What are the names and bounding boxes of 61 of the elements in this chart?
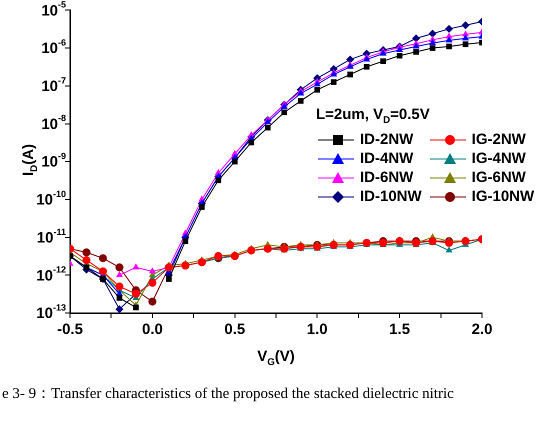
x-tick-label: 0.0 — [142, 321, 163, 338]
point — [281, 110, 288, 116]
point — [396, 52, 402, 58]
point — [446, 36, 453, 42]
point — [199, 204, 205, 210]
legend-label: ID-4NW — [360, 150, 414, 167]
point — [215, 178, 222, 184]
point — [314, 86, 320, 93]
legend-label: ID-6NW — [360, 169, 414, 186]
point — [115, 263, 124, 272]
point — [462, 34, 469, 40]
point — [82, 248, 90, 256]
point — [413, 49, 419, 55]
point — [115, 305, 124, 313]
point — [430, 45, 436, 51]
legend-label: IG-6NW — [472, 169, 526, 186]
legend-label: ID-10NW — [360, 188, 422, 205]
x-axis-title: V$_{G}$(V) — [257, 348, 295, 368]
x-tick-label: 1.0 — [306, 321, 328, 338]
point — [132, 263, 140, 270]
point — [116, 295, 122, 301]
point — [232, 158, 238, 164]
point — [429, 39, 436, 46]
point — [462, 21, 470, 30]
point — [446, 246, 453, 252]
legend-label: ID-2NW — [360, 131, 414, 148]
point — [133, 304, 139, 310]
point — [248, 140, 254, 146]
point — [412, 34, 420, 42]
legend-label: IG-2NW — [472, 131, 526, 148]
point — [364, 64, 370, 70]
point — [428, 30, 437, 38]
point — [412, 42, 420, 48]
point — [396, 46, 404, 52]
point — [446, 44, 452, 50]
x-tick-label: 1.5 — [389, 321, 410, 338]
point — [380, 58, 386, 64]
point — [115, 282, 124, 291]
point — [298, 98, 304, 104]
point — [148, 278, 156, 287]
point — [346, 55, 354, 64]
point — [462, 41, 468, 48]
point — [264, 124, 271, 130]
x-tick-label: 0.5 — [224, 321, 246, 338]
point — [330, 79, 337, 85]
point — [82, 256, 90, 264]
legend-title: L=2um, V$_{D}$=0.5V — [316, 106, 430, 126]
point — [264, 118, 272, 124]
legend-label: IG-4NW — [472, 150, 526, 167]
point — [347, 72, 353, 78]
point — [445, 24, 454, 33]
point — [148, 267, 156, 274]
point — [182, 238, 188, 244]
legend-label: IG-10NW — [472, 188, 534, 205]
point — [116, 271, 123, 278]
point — [148, 298, 156, 306]
point — [98, 254, 107, 262]
point — [166, 276, 172, 282]
x-tick-label: -0.5 — [57, 321, 83, 338]
x-tick-label: 2.0 — [472, 321, 492, 338]
text: e 3- 9：Transfer characteristics of the proposed the stacked dielectric nitric — [2, 385, 454, 403]
